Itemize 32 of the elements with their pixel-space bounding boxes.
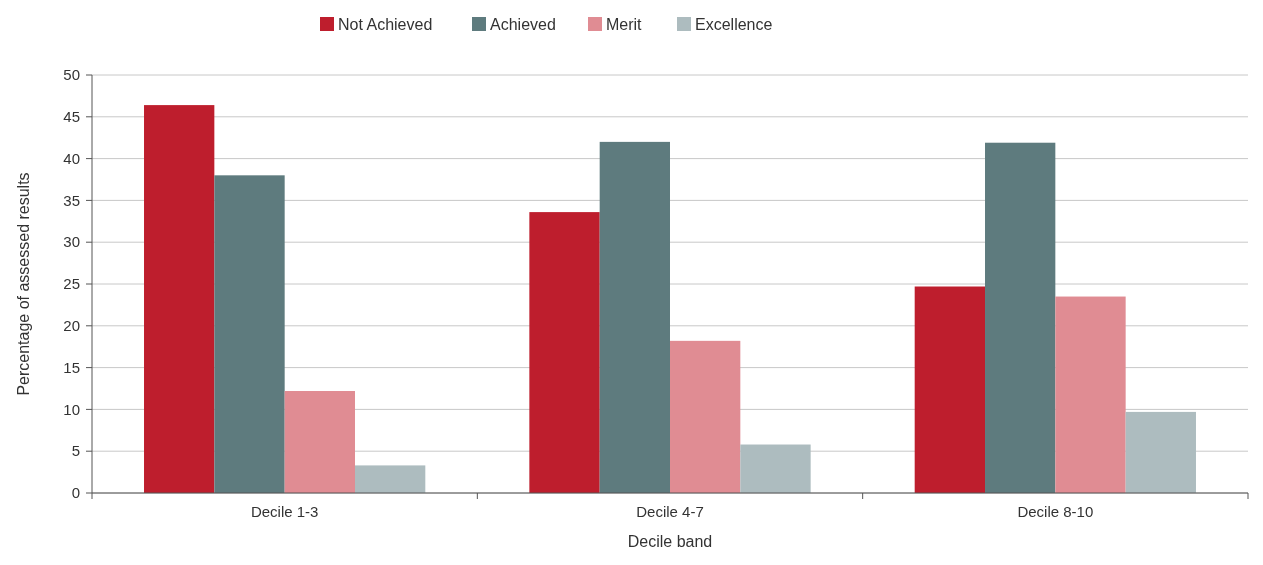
y-tick-label: 20: [63, 317, 80, 335]
y-tick-label: 5: [71, 442, 80, 460]
y-tick-label: 40: [63, 149, 80, 167]
bar: [354, 465, 426, 493]
bar: [1125, 411, 1196, 493]
y-tick-label: 45: [63, 108, 80, 126]
bar: [144, 105, 215, 493]
bar: [740, 444, 811, 493]
bar: [985, 142, 1056, 493]
y-axis-title: Percentage of assessed results: [15, 172, 32, 396]
bar: [214, 175, 285, 493]
bar: [914, 286, 986, 493]
legend-label: Merit: [606, 16, 643, 33]
y-tick-label: 30: [63, 233, 80, 251]
y-tick-label: 10: [63, 400, 80, 418]
y-tick-label: 50: [63, 66, 80, 84]
bar: [1055, 296, 1126, 493]
y-tick-label: 0: [71, 484, 80, 502]
bar: [284, 391, 355, 493]
y-tick-label: 15: [63, 358, 80, 376]
x-axis-title: Decile band: [627, 533, 713, 550]
legend-label: Excellence: [695, 16, 773, 33]
legend-label: Achieved: [490, 16, 556, 33]
bar: [670, 340, 741, 493]
bar: [599, 141, 670, 493]
x-tick-label: Decile 8-10: [1017, 503, 1094, 520]
x-tick-label: Decile 4-7: [636, 503, 704, 520]
x-tick-label: Decile 1-3: [250, 503, 319, 520]
y-tick-label: 35: [63, 191, 80, 209]
legend-label: Not Achieved: [338, 16, 433, 33]
y-tick-label: 25: [63, 275, 80, 293]
bar: [529, 212, 600, 493]
